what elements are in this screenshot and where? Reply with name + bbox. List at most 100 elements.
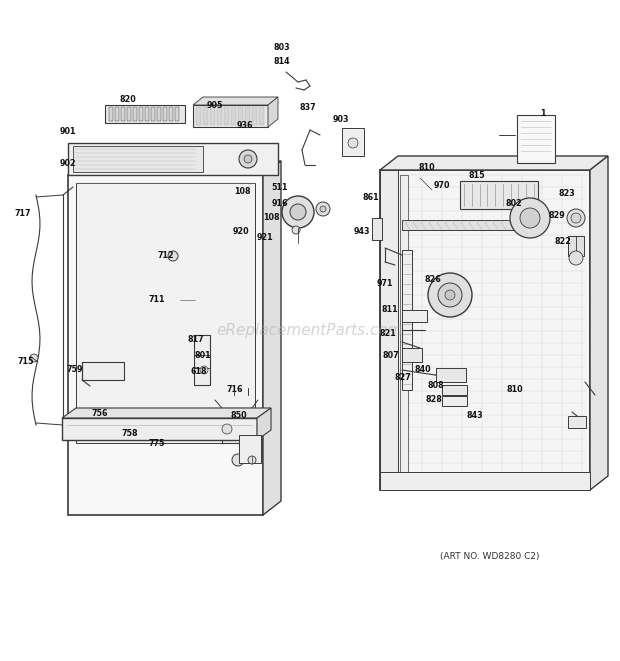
Circle shape	[520, 208, 540, 228]
Text: 826: 826	[425, 276, 441, 284]
Bar	[133, 107, 137, 121]
Bar	[460, 181, 538, 209]
Circle shape	[239, 150, 257, 168]
Circle shape	[244, 155, 252, 163]
Bar	[380, 170, 590, 490]
Text: 756: 756	[92, 408, 108, 418]
Circle shape	[348, 138, 358, 148]
Text: 711: 711	[149, 295, 166, 305]
Text: 716: 716	[227, 385, 243, 393]
Text: 712: 712	[157, 251, 174, 260]
Bar	[68, 143, 278, 175]
Circle shape	[316, 202, 330, 216]
Bar	[402, 250, 412, 390]
Bar	[402, 310, 427, 322]
Bar	[568, 416, 586, 428]
Text: 618: 618	[191, 368, 207, 377]
Polygon shape	[268, 97, 278, 127]
Text: 829: 829	[549, 212, 565, 221]
Bar	[436, 368, 466, 382]
Text: 511: 511	[272, 182, 288, 192]
Circle shape	[510, 198, 550, 238]
Bar	[127, 107, 131, 121]
Circle shape	[232, 454, 244, 466]
Bar	[517, 115, 555, 163]
Bar	[196, 107, 201, 125]
Text: (ART NO. WD8280 C2): (ART NO. WD8280 C2)	[440, 551, 540, 561]
Polygon shape	[590, 156, 608, 490]
Circle shape	[428, 273, 472, 317]
Text: 715: 715	[18, 358, 34, 366]
Bar	[62, 418, 257, 440]
Circle shape	[320, 206, 326, 212]
Text: 823: 823	[559, 188, 575, 198]
Circle shape	[222, 424, 232, 434]
Text: 807: 807	[383, 352, 399, 360]
Text: 808: 808	[428, 381, 445, 389]
Text: 801: 801	[195, 352, 211, 360]
Bar	[568, 236, 584, 256]
Text: 971: 971	[377, 278, 393, 288]
Text: 802: 802	[506, 200, 523, 208]
Text: 821: 821	[379, 329, 396, 338]
Text: 843: 843	[467, 410, 484, 420]
Text: 803: 803	[273, 42, 290, 52]
Bar	[139, 107, 143, 121]
Circle shape	[567, 209, 585, 227]
Bar	[73, 146, 203, 172]
Text: 903: 903	[333, 114, 349, 124]
Bar	[442, 396, 467, 406]
Bar	[68, 175, 263, 515]
Bar	[145, 107, 149, 121]
Bar	[169, 107, 173, 121]
Bar	[372, 218, 382, 240]
Text: 759: 759	[67, 366, 83, 375]
Text: 810: 810	[418, 163, 435, 173]
Circle shape	[168, 251, 178, 261]
Bar	[224, 107, 229, 125]
Circle shape	[200, 366, 208, 374]
Circle shape	[248, 456, 256, 464]
Text: 827: 827	[394, 373, 412, 383]
Text: 837: 837	[299, 104, 316, 112]
Text: 810: 810	[507, 385, 523, 395]
Bar	[245, 107, 250, 125]
Bar	[342, 128, 364, 156]
Text: 861: 861	[363, 192, 379, 202]
Circle shape	[282, 196, 314, 228]
Circle shape	[30, 354, 38, 362]
Bar	[210, 107, 215, 125]
Text: 822: 822	[554, 237, 572, 247]
Text: 828: 828	[425, 395, 443, 403]
Text: 921: 921	[257, 233, 273, 243]
Text: 817: 817	[188, 336, 205, 344]
Bar	[402, 348, 422, 362]
Bar	[402, 220, 517, 230]
Text: 905: 905	[206, 102, 223, 110]
Bar	[380, 170, 398, 490]
Circle shape	[569, 251, 583, 265]
Polygon shape	[62, 408, 271, 418]
Bar	[163, 107, 167, 121]
Text: 902: 902	[60, 159, 76, 169]
Text: 936: 936	[237, 120, 253, 130]
Bar	[239, 435, 261, 463]
Text: 970: 970	[434, 182, 450, 190]
Text: 717: 717	[15, 210, 31, 219]
Bar	[217, 107, 222, 125]
Circle shape	[290, 204, 306, 220]
Circle shape	[571, 213, 581, 223]
Text: 916: 916	[272, 200, 288, 208]
Bar	[400, 175, 408, 485]
Bar	[231, 107, 236, 125]
Text: 1: 1	[540, 110, 546, 118]
Polygon shape	[257, 408, 271, 440]
Text: 814: 814	[273, 58, 290, 67]
Bar	[175, 107, 179, 121]
Bar	[76, 183, 255, 443]
Bar	[259, 107, 264, 125]
Text: 811: 811	[382, 305, 398, 313]
Text: 815: 815	[469, 171, 485, 180]
Bar	[238, 107, 243, 125]
Circle shape	[438, 283, 462, 307]
